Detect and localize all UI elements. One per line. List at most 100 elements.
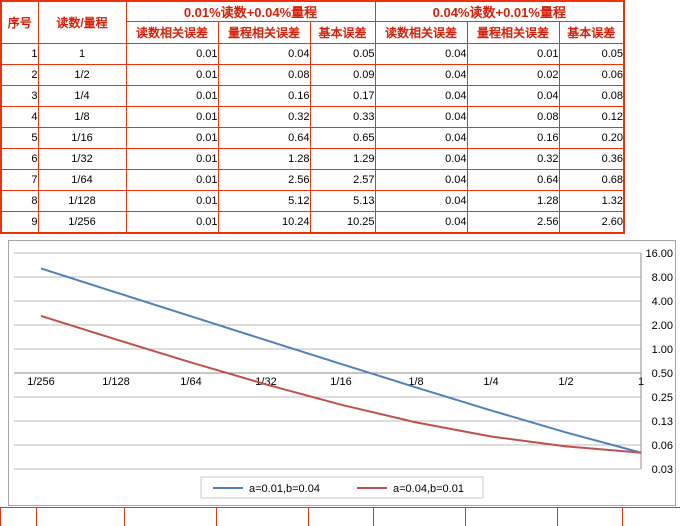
cell-value: 0.02 <box>466 64 560 86</box>
cell-value: 0.01 <box>125 43 219 65</box>
cell-value: 0.01 <box>466 43 560 65</box>
cell-value: 0.04 <box>374 169 468 191</box>
cell-value: 0.04 <box>374 127 468 149</box>
empty-cell <box>217 508 309 526</box>
cell-value: 2.60 <box>558 211 625 233</box>
error-table: 序号 读数/量程 0.01%读数+0.04%量程 0.04%读数+0.01%量程… <box>0 0 626 234</box>
y-axis-label: 4.00 <box>652 296 673 308</box>
cell-index: 6 <box>0 148 39 170</box>
empty-cell <box>558 508 623 526</box>
table-row: 3 1/4 0.01 0.16 0.17 0.04 0.04 0.08 <box>0 85 625 107</box>
cell-ratio: 1/16 <box>37 127 127 149</box>
x-axis-label: 1/2 <box>558 376 573 388</box>
table-row: 7 1/64 0.01 2.56 2.57 0.04 0.64 0.68 <box>0 169 625 191</box>
cell-value: 0.01 <box>125 106 219 128</box>
cell-value: 1.32 <box>558 190 625 212</box>
table-row: 5 1/16 0.01 0.64 0.65 0.04 0.16 0.20 <box>0 127 625 149</box>
cell-value: 0.32 <box>466 148 560 170</box>
cell-value: 0.01 <box>125 190 219 212</box>
empty-cell <box>374 508 466 526</box>
legend-label: a=0.01,b=0.04 <box>249 483 320 495</box>
empty-cell <box>0 508 37 526</box>
cell-ratio: 1/256 <box>37 211 127 233</box>
header-row-sub: 读数相关误差 量程相关误差 基本误差 读数相关误差 量程相关误差 基本误差 <box>1 21 625 44</box>
header-sub-range-error-2: 量程相关误差 <box>466 21 560 44</box>
empty-cell <box>623 508 680 526</box>
cell-index: 7 <box>0 169 39 191</box>
y-axis-label: 0.50 <box>652 368 673 380</box>
cell-value: 0.04 <box>374 43 468 65</box>
cell-index: 1 <box>0 43 39 65</box>
cell-ratio: 1/8 <box>37 106 127 128</box>
y-axis-label: 8.00 <box>652 272 673 284</box>
y-axis-label: 0.03 <box>652 464 673 476</box>
header-sub-reading-error-2: 读数相关误差 <box>374 21 468 44</box>
cell-value: 0.64 <box>217 127 311 149</box>
cell-value: 0.12 <box>558 106 625 128</box>
header-ratio: 读数/量程 <box>37 0 127 44</box>
cell-index: 3 <box>0 85 39 107</box>
header-sub-reading-error-1: 读数相关误差 <box>125 21 219 44</box>
cell-index: 4 <box>0 106 39 128</box>
x-axis-label: 1 <box>638 376 644 388</box>
cell-value: 5.13 <box>309 190 376 212</box>
cell-value: 0.04 <box>374 211 468 233</box>
cell-value: 0.06 <box>558 64 625 86</box>
cell-value: 0.01 <box>125 85 219 107</box>
header-sub-basic-error-1: 基本误差 <box>309 21 376 44</box>
x-axis-label: 1/8 <box>408 376 423 388</box>
y-axis-label: 1.00 <box>652 344 673 356</box>
x-axis-label: 1/64 <box>180 376 201 388</box>
cell-ratio: 1 <box>37 43 127 65</box>
cell-value: 1.29 <box>309 148 376 170</box>
legend-label: a=0.04,b=0.01 <box>393 483 464 495</box>
cell-value: 10.25 <box>309 211 376 233</box>
cell-index: 8 <box>0 190 39 212</box>
x-axis-label: 1/256 <box>27 376 55 388</box>
cell-ratio: 1/2 <box>37 64 127 86</box>
cell-index: 5 <box>0 127 39 149</box>
series-line-1 <box>40 267 642 454</box>
y-axis-label: 0.13 <box>652 416 673 428</box>
cell-value: 2.57 <box>309 169 376 191</box>
empty-grid-row <box>0 507 680 526</box>
table-row: 2 1/2 0.01 0.08 0.09 0.04 0.02 0.06 <box>0 64 625 86</box>
cell-index: 2 <box>0 64 39 86</box>
header-index: 序号 <box>0 0 39 44</box>
cell-ratio: 1/128 <box>37 190 127 212</box>
cell-value: 0.68 <box>558 169 625 191</box>
cell-ratio: 1/32 <box>37 148 127 170</box>
series-line-2 <box>40 314 642 454</box>
cell-value: 0.01 <box>125 127 219 149</box>
cell-value: 2.56 <box>217 169 311 191</box>
y-axis-label: 0.06 <box>652 440 673 452</box>
cell-value: 0.36 <box>558 148 625 170</box>
cell-value: 0.05 <box>558 43 625 65</box>
cell-value: 1.28 <box>466 190 560 212</box>
cell-value: 0.04 <box>374 64 468 86</box>
x-axis-label: 1/4 <box>483 376 498 388</box>
cell-value: 0.33 <box>309 106 376 128</box>
cell-value: 0.04 <box>466 85 560 107</box>
cell-value: 2.56 <box>466 211 560 233</box>
cell-value: 0.08 <box>217 64 311 86</box>
empty-cell <box>37 508 125 526</box>
cell-value: 0.04 <box>217 43 311 65</box>
cell-value: 0.08 <box>466 106 560 128</box>
empty-cell <box>466 508 558 526</box>
cell-value: 0.64 <box>466 169 560 191</box>
table-row: 9 1/256 0.01 10.24 10.25 0.04 2.56 2.60 <box>0 211 625 233</box>
cell-value: 0.01 <box>125 169 219 191</box>
table-row: 6 1/32 0.01 1.28 1.29 0.04 0.32 0.36 <box>0 148 625 170</box>
cell-value: 0.65 <box>309 127 376 149</box>
empty-cell <box>125 508 217 526</box>
cell-value: 0.08 <box>558 85 625 107</box>
header-sub-range-error-1: 量程相关误差 <box>217 21 311 44</box>
cell-value: 0.04 <box>374 85 468 107</box>
y-axis-label: 2.00 <box>652 320 673 332</box>
cell-value: 10.24 <box>217 211 311 233</box>
cell-value: 0.04 <box>374 190 468 212</box>
table-row: 8 1/128 0.01 5.12 5.13 0.04 1.28 1.32 <box>0 190 625 212</box>
x-axis-label: 1/16 <box>330 376 351 388</box>
cell-value: 0.09 <box>309 64 376 86</box>
